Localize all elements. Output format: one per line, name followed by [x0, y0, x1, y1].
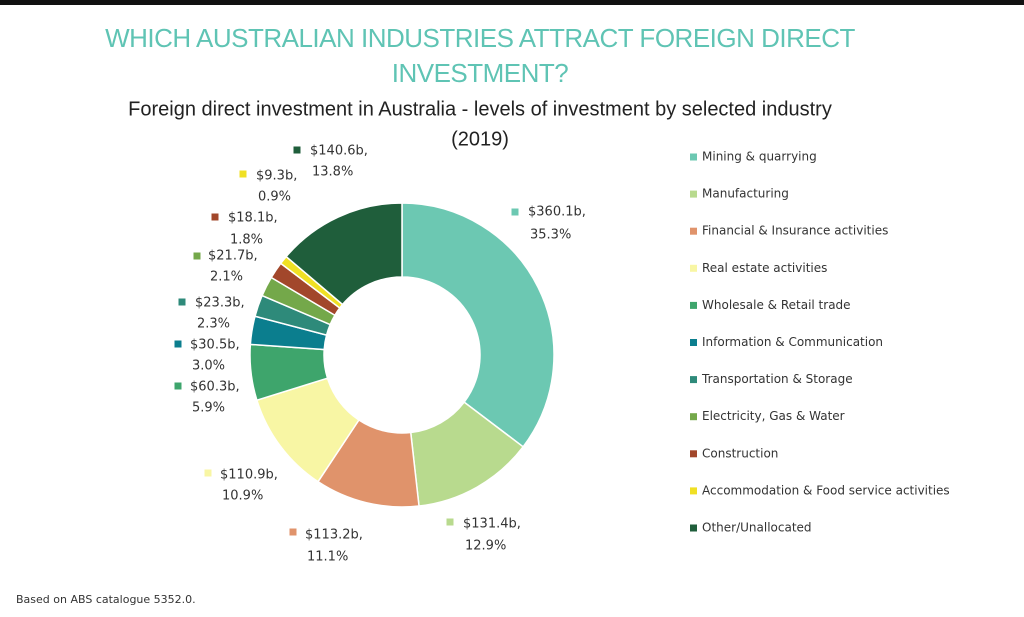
percent-label: 11.1%: [307, 550, 348, 565]
legend-swatch: [690, 227, 697, 235]
legend-label: Financial & Insurance activities: [702, 224, 888, 238]
percent-label: 3.0%: [192, 359, 225, 374]
chart-subtitle: (2019): [451, 128, 509, 150]
legend-swatch: [690, 524, 697, 532]
value-label: $140.6b,: [310, 144, 368, 159]
value-label: $60.3b,: [190, 380, 240, 395]
legend-label: Information & Communication: [702, 335, 883, 349]
percent-label: 10.9%: [222, 489, 263, 504]
label-marker: [178, 298, 186, 306]
legend-swatch: [690, 413, 697, 421]
label-marker: [239, 170, 247, 178]
legend-label: Mining & quarrying: [702, 150, 817, 164]
percent-label: 5.9%: [192, 401, 225, 416]
value-label: $23.3b,: [195, 296, 245, 311]
value-label: $113.2b,: [305, 528, 363, 543]
legend-swatch: [690, 190, 697, 198]
legend-swatch: [690, 153, 697, 161]
label-marker: [511, 208, 519, 216]
top-border: [0, 0, 1024, 5]
legend-label: Wholesale & Retail trade: [702, 298, 851, 312]
legend-swatch: [690, 301, 697, 309]
percent-label: 13.8%: [312, 165, 353, 180]
value-label: $360.1b,: [528, 205, 586, 220]
percent-label: 1.8%: [230, 233, 263, 248]
legend-swatch: [690, 487, 697, 495]
footnote: Based on ABS catalogue 5352.0.: [16, 593, 196, 606]
legend-label: Accommodation & Food service activities: [702, 483, 950, 497]
legend-label: Electricity, Gas & Water: [702, 409, 845, 423]
label-marker: [211, 213, 219, 221]
value-label: $30.5b,: [190, 338, 240, 353]
legend-swatch: [690, 339, 697, 346]
label-marker: [193, 252, 201, 260]
percent-label: 35.3%: [530, 228, 571, 243]
value-label: $110.9b,: [220, 468, 278, 483]
legend-label: Real estate activities: [702, 261, 827, 275]
label-marker: [174, 382, 182, 390]
chart-subtitle: Foreign direct investment in Australia -…: [128, 98, 832, 120]
legend-swatch: [690, 450, 697, 458]
label-marker: [204, 469, 212, 477]
percent-label: 2.1%: [210, 270, 243, 285]
chart-title: WHICH AUSTRALIAN INDUSTRIES ATTRACT FORE…: [105, 23, 855, 53]
percent-label: 0.9%: [258, 190, 291, 205]
legend-swatch: [690, 264, 697, 272]
value-label: $9.3b,: [256, 169, 297, 184]
label-marker: [446, 518, 454, 526]
value-label: $21.7b,: [208, 249, 258, 264]
label-marker: [293, 146, 301, 154]
legend-swatch: [690, 376, 697, 384]
label-marker: [289, 528, 297, 536]
legend-label: Construction: [702, 446, 778, 460]
percent-label: 12.9%: [465, 539, 506, 554]
value-label: $131.4b,: [463, 517, 521, 532]
legend-label: Other/Unallocated: [702, 521, 812, 535]
label-marker: [174, 340, 182, 348]
donut-slice: [285, 202, 403, 306]
value-label: $18.1b,: [228, 211, 278, 226]
percent-label: 2.3%: [197, 317, 230, 332]
legend-label: Transportation & Storage: [701, 372, 853, 386]
legend-label: Manufacturing: [702, 187, 789, 201]
donut-slice: [401, 202, 555, 448]
chart-title: INVESTMENT?: [392, 58, 569, 88]
